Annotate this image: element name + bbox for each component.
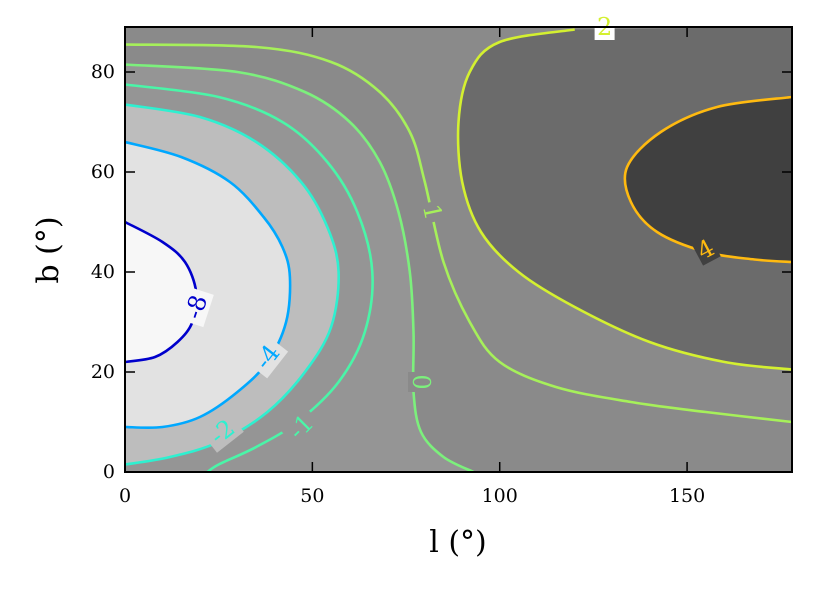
contour-label-gap: [408, 372, 434, 392]
plot-frame: [124, 26, 793, 473]
contour-label-gap: [246, 335, 289, 379]
y-tick-label: 80: [91, 61, 115, 83]
contour-label-gap: [279, 405, 323, 449]
x-tick-label: 0: [119, 485, 131, 507]
contour-label: 1: [417, 202, 448, 223]
contour-line-4: [623, 95, 792, 264]
contour-label-group: 0: [407, 372, 435, 392]
y-tick-label: 0: [103, 461, 115, 483]
region-fill-below-minus8: [125, 222, 197, 362]
contour-label-gap: [201, 411, 244, 453]
contour-label-group: -8: [178, 286, 214, 328]
region-fill-above-4: [624, 97, 792, 262]
contour-line-1: [125, 43, 792, 424]
x-tick-label: 100: [482, 485, 518, 507]
contour-line-0: [125, 63, 475, 472]
x-axis-label: l (°): [429, 525, 487, 560]
contour-label-gap: [417, 199, 448, 225]
contour-label: 0: [407, 374, 435, 389]
contour-line-minus1: [125, 83, 374, 472]
y-tick-label: 40: [91, 261, 115, 283]
contour-label-gap: [178, 286, 214, 328]
contour-line-minus4: [125, 140, 292, 430]
y-tick-label: 20: [91, 361, 115, 383]
contour-label-group: 4: [690, 233, 721, 266]
x-axis-ticks: 0 50 100 150: [119, 27, 705, 507]
x-tick-label: 150: [669, 485, 705, 507]
region-fill-minus8-minus4: [125, 142, 291, 428]
contour-label-group: 1: [417, 199, 448, 225]
x-tick-label: 50: [300, 485, 324, 507]
contour-label-gap: [690, 233, 721, 266]
filled-contour-regions: [125, 27, 792, 472]
y-tick-label: 60: [91, 161, 115, 183]
contour-line-2: [456, 28, 792, 371]
y-axis-label: b (°): [31, 216, 66, 283]
